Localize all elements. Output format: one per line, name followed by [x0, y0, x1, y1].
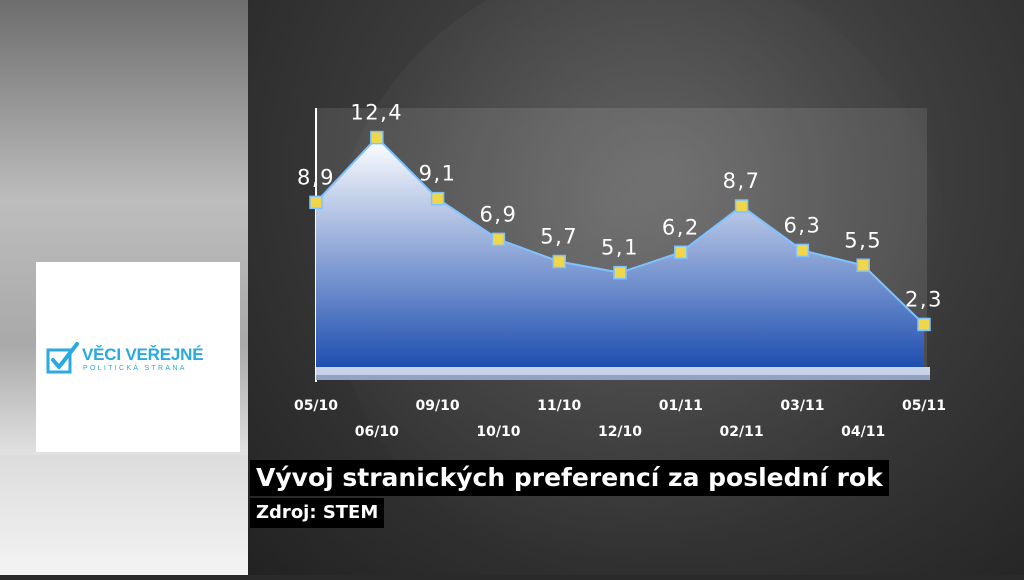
x-tick-label: 03/11 — [780, 398, 824, 414]
logo-subtitle: POLITICKÁ STRANA — [83, 365, 187, 372]
data-point — [917, 317, 931, 332]
x-tick-label: 09/10 — [416, 398, 460, 414]
data-point — [309, 195, 323, 210]
data-point — [856, 258, 870, 272]
caption-title: Vývoj stranických preferencí za poslední… — [250, 460, 889, 496]
data-point — [370, 130, 384, 145]
data-label: 6,2 — [662, 215, 700, 239]
data-point — [613, 265, 627, 280]
data-point — [674, 245, 688, 260]
data-point — [795, 243, 810, 258]
x-tick-label: 10/10 — [476, 424, 520, 440]
logo-title: VĚCI VEŘEJNÉ — [82, 345, 204, 364]
data-point — [430, 191, 445, 206]
x-tick-label: 05/10 — [294, 398, 338, 414]
data-label: 5,5 — [844, 228, 882, 252]
data-point — [734, 199, 749, 213]
data-label: 8,7 — [723, 169, 761, 193]
baseline-band — [316, 367, 930, 375]
data-label: 9,1 — [419, 162, 457, 186]
data-label: 6,9 — [479, 202, 517, 226]
x-tick-label: 04/11 — [841, 424, 885, 440]
x-tick-label: 12/10 — [598, 424, 642, 440]
checkbox-check-icon — [46, 342, 79, 374]
left-panel-lower — [0, 455, 248, 575]
data-label: 2,3 — [905, 287, 943, 311]
x-tick-label: 02/11 — [720, 424, 764, 440]
baseline-shadow — [316, 375, 930, 380]
data-label: 5,7 — [540, 225, 578, 249]
area-fill — [316, 137, 924, 367]
caption-source: Zdroj: STEM — [250, 498, 385, 528]
x-tick-label: 01/11 — [659, 398, 703, 414]
data-label: 6,3 — [783, 213, 821, 237]
data-label: 12,4 — [350, 101, 403, 125]
data-label: 8,9 — [297, 165, 335, 189]
x-tick-label: 11/10 — [537, 398, 581, 414]
data-point — [491, 232, 506, 247]
data-label: 5,1 — [601, 236, 639, 260]
x-tick-label: 05/11 — [902, 398, 946, 414]
party-logo: VĚCI VEŘEJNÉ POLITICKÁ STRANA — [36, 262, 240, 452]
data-point — [552, 254, 566, 269]
x-tick-label: 06/10 — [355, 424, 399, 440]
